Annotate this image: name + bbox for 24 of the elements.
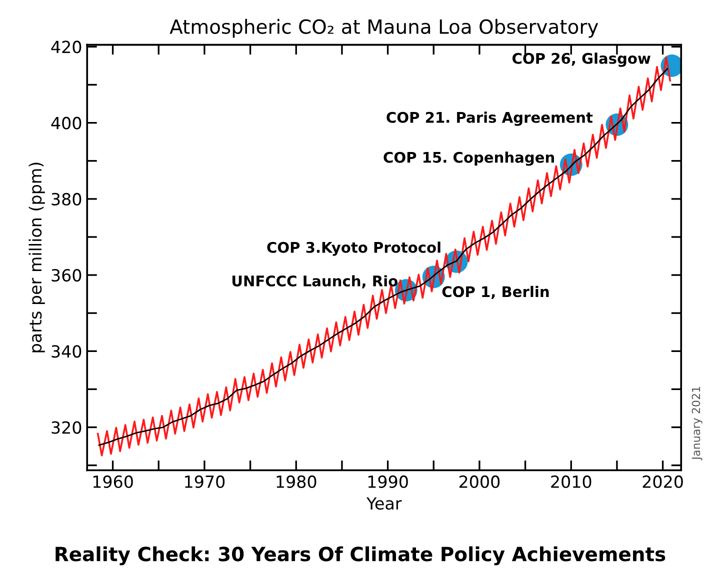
- text: January 2021: [692, 386, 702, 460]
- annotation: UNFCCC Launch, Rio: [232, 275, 398, 288]
- x-tick-label: 1960: [93, 475, 133, 488]
- annotation: COP 1, Berlin: [442, 286, 549, 300]
- x-tick-label: 1970: [185, 475, 225, 488]
- x-tick-label: 2020: [642, 475, 683, 488]
- annotation: COP 26, Glasgow: [512, 52, 650, 67]
- y-tick-label: 400: [51, 116, 82, 130]
- y-tick-label: 340: [52, 345, 82, 358]
- y-axis-title: parts per million (ppm): [28, 162, 45, 352]
- x-tick-label: 1990: [368, 475, 408, 488]
- x-tick-label: 2000: [459, 475, 500, 488]
- x-tick-label: 1980: [276, 475, 316, 488]
- chart-title: Atmospheric CO₂ at Mauna Loa Observatory: [170, 18, 598, 38]
- annotation: COP 3.Kyoto Protocol: [267, 242, 440, 256]
- x-axis-title: Year: [366, 497, 402, 510]
- y-tick-label: 420: [51, 40, 82, 54]
- annotation: COP 15. Copenhagen: [384, 152, 554, 166]
- y-tick-label: 380: [52, 192, 82, 206]
- y-tick-label: 360: [52, 269, 82, 282]
- y-tick-label: 320: [52, 421, 82, 434]
- text: Reality Check: 30 Years Of Climate Policy Achievements: [56, 546, 666, 566]
- x-tick-label: 2010: [551, 475, 592, 488]
- annotation: COP 21. Paris Agreement: [386, 112, 593, 126]
